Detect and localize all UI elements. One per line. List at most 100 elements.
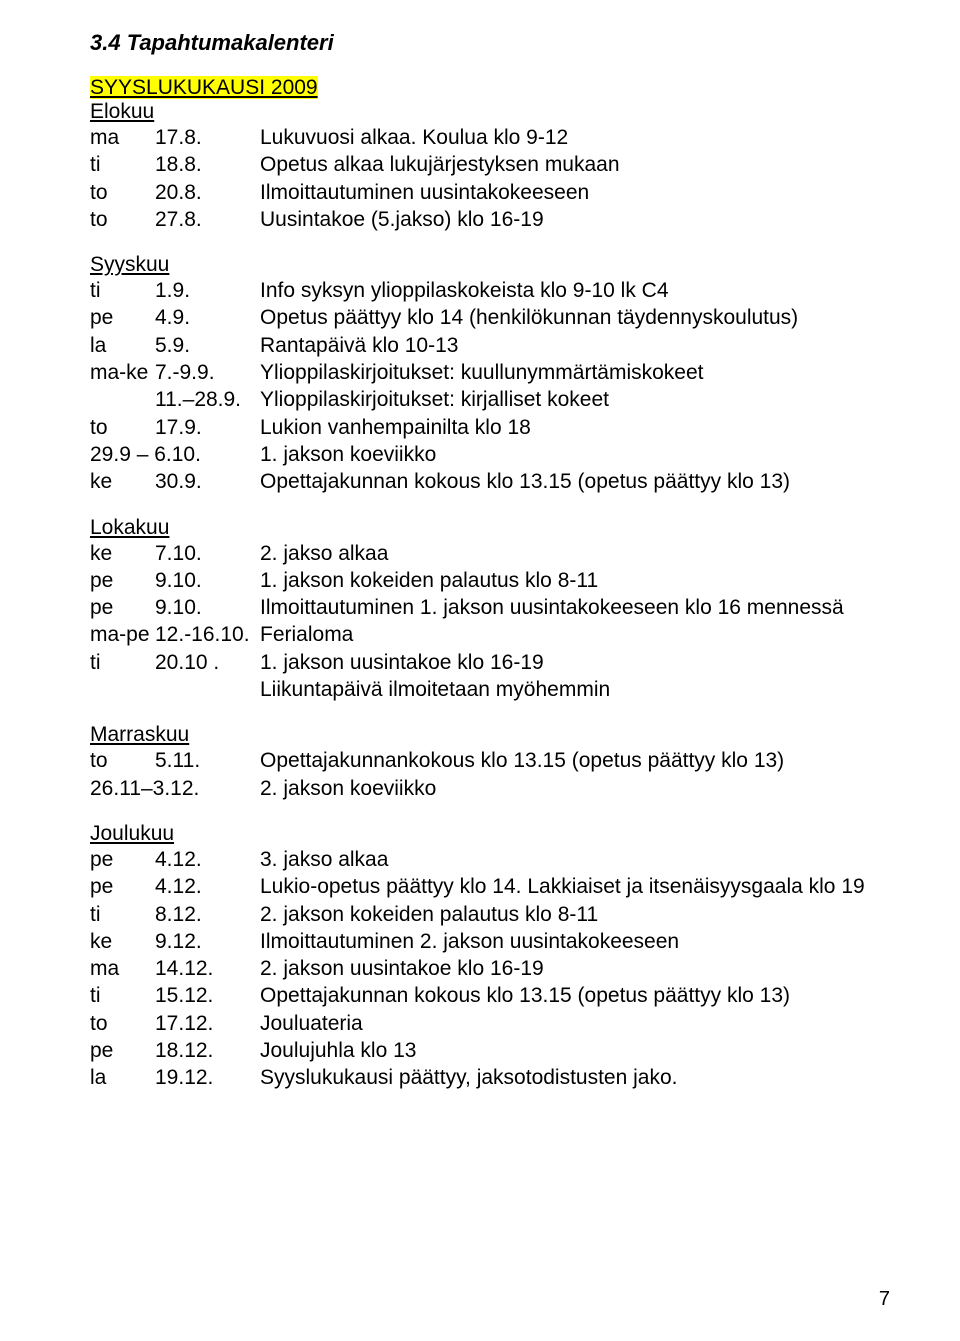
calendar-row: ke 30.9. Opettajakunnan kokous klo 13.15… (90, 468, 890, 495)
weekday: la (90, 1064, 155, 1091)
desc: Lukuvuosi alkaa. Koulua klo 9-12 (260, 124, 890, 151)
section-title: 3.4 Tapahtumakalenteri (90, 30, 890, 56)
calendar-row: ma-ke 7.-9.9. Ylioppilaskirjoitukset: ku… (90, 359, 890, 386)
weekday: to (90, 179, 155, 206)
month-block: ma 17.8. Lukuvuosi alkaa. Koulua klo 9-1… (90, 124, 890, 233)
desc: Opetus alkaa lukujärjestyksen mukaan (260, 151, 890, 178)
date: 9.10. (155, 567, 260, 594)
desc: Opetus päättyy klo 14 (henkilökunnan täy… (260, 304, 890, 331)
date: 11.–28.9. (155, 386, 260, 413)
calendar-row: ti 20.10 . 1. jakson uusintakoe klo 16-1… (90, 649, 890, 676)
weekday: ti (90, 982, 155, 1009)
weekday: pe (90, 567, 155, 594)
calendar-row: to 5.11. Opettajakunnankokous klo 13.15 … (90, 747, 890, 774)
date: 8.12. (155, 901, 260, 928)
desc: Opettajakunnan kokous klo 13.15 (opetus … (260, 982, 890, 1009)
desc: Ilmoittautuminen 2. jakson uusintakokees… (260, 928, 890, 955)
date: 7.10. (155, 540, 260, 567)
weekday: pe (90, 304, 155, 331)
desc: 1. jakson koeviikko (260, 441, 890, 468)
date: 5.9. (155, 332, 260, 359)
calendar-row: ti 1.9. Info syksyn ylioppilaskokeista k… (90, 277, 890, 304)
term-heading: SYYSLUKUKAUSI 2009 (90, 76, 318, 99)
month-block: to 5.11. Opettajakunnankokous klo 13.15 … (90, 747, 890, 802)
date: 30.9. (155, 468, 260, 495)
desc: Opettajakunnan kokous klo 13.15 (opetus … (260, 468, 890, 495)
calendar-row: pe 4.9. Opetus päättyy klo 14 (henkilöku… (90, 304, 890, 331)
month-heading: Lokakuu (90, 516, 890, 540)
desc: Ilmoittautuminen 1. jakson uusintakokees… (260, 594, 890, 621)
calendar-row: ma 17.8. Lukuvuosi alkaa. Koulua klo 9-1… (90, 124, 890, 151)
calendar-row: to 20.8. Ilmoittautuminen uusintakokeese… (90, 179, 890, 206)
date: 9.12. (155, 928, 260, 955)
date: 18.8. (155, 151, 260, 178)
desc: 2. jakso alkaa (260, 540, 890, 567)
calendar-row: la 5.9. Rantapäivä klo 10-13 (90, 332, 890, 359)
calendar-row: pe 9.10. Ilmoittautuminen 1. jakson uusi… (90, 594, 890, 621)
desc: Uusintakoe (5.jakso) klo 16-19 (260, 206, 890, 233)
weekday: to (90, 1010, 155, 1037)
month-block: ke 7.10. 2. jakso alkaa pe 9.10. 1. jaks… (90, 540, 890, 704)
date: 4.12. (155, 873, 260, 900)
calendar-row: pe 18.12. Joulujuhla klo 13 (90, 1037, 890, 1064)
weekday: ma (90, 955, 155, 982)
desc: Lukion vanhempainilta klo 18 (260, 414, 890, 441)
date: 1.9. (155, 277, 260, 304)
weekday: ma-ke (90, 359, 155, 386)
spacer (90, 233, 890, 253)
month-heading: Marraskuu (90, 723, 890, 747)
desc: Lukio-opetus päättyy klo 14. Lakkiaiset … (260, 873, 890, 900)
weekday: pe (90, 846, 155, 873)
calendar-row: Liikuntapäivä ilmoitetaan myöhemmin (90, 676, 890, 703)
date: 14.12. (155, 955, 260, 982)
calendar-row: to 17.12. Jouluateria (90, 1010, 890, 1037)
calendar-row: ti 15.12. Opettajakunnan kokous klo 13.1… (90, 982, 890, 1009)
calendar-row: ma-pe 12.-16.10. Ferialoma (90, 621, 890, 648)
desc: 1. jakson uusintakoe klo 16-19 (260, 649, 890, 676)
weekday: ke (90, 540, 155, 567)
weekday: to (90, 206, 155, 233)
date (155, 676, 260, 703)
date: 7.-9.9. (155, 359, 260, 386)
weekday: ti (90, 649, 155, 676)
weekday: ti (90, 901, 155, 928)
date: 4.12. (155, 846, 260, 873)
desc: 3. jakso alkaa (260, 846, 890, 873)
date: 17.9. (155, 414, 260, 441)
date: 20.10 . (155, 649, 260, 676)
desc: Rantapäivä klo 10-13 (260, 332, 890, 359)
desc: Ferialoma (260, 621, 890, 648)
spacer (90, 703, 890, 723)
date: 12.-16.10. (155, 621, 260, 648)
weekday: ma-pe (90, 621, 155, 648)
month-block: pe 4.12. 3. jakso alkaa pe 4.12. Lukio-o… (90, 846, 890, 1092)
calendar-row: 11.–28.9. Ylioppilaskirjoitukset: kirjal… (90, 386, 890, 413)
weekday: ke (90, 928, 155, 955)
date-range: 26.11–3.12. (90, 775, 260, 802)
month-heading: Elokuu (90, 100, 890, 124)
date: 17.12. (155, 1010, 260, 1037)
desc: Ylioppilaskirjoitukset: kirjalliset koke… (260, 386, 890, 413)
weekday (90, 676, 155, 703)
desc: Info syksyn ylioppilaskokeista klo 9-10 … (260, 277, 890, 304)
calendar-row: to 17.9. Lukion vanhempainilta klo 18 (90, 414, 890, 441)
weekday: to (90, 747, 155, 774)
term-block: SYYSLUKUKAUSI 2009 (90, 76, 890, 100)
desc: Liikuntapäivä ilmoitetaan myöhemmin (260, 676, 890, 703)
desc: Ilmoittautuminen uusintakokeeseen (260, 179, 890, 206)
date: 20.8. (155, 179, 260, 206)
weekday: ti (90, 151, 155, 178)
page: 3.4 Tapahtumakalenteri SYYSLUKUKAUSI 200… (0, 0, 960, 1341)
calendar-row: ti 18.8. Opetus alkaa lukujärjestyksen m… (90, 151, 890, 178)
weekday (90, 386, 155, 413)
weekday: ma (90, 124, 155, 151)
weekday: pe (90, 1037, 155, 1064)
desc: 2. jakson kokeiden palautus klo 8-11 (260, 901, 890, 928)
desc: 2. jakson uusintakoe klo 16-19 (260, 955, 890, 982)
spacer (90, 496, 890, 516)
month-block: ti 1.9. Info syksyn ylioppilaskokeista k… (90, 277, 890, 495)
month-heading: Syyskuu (90, 253, 890, 277)
desc: Jouluateria (260, 1010, 890, 1037)
desc: Ylioppilaskirjoitukset: kuullunymmärtämi… (260, 359, 890, 386)
date: 5.11. (155, 747, 260, 774)
